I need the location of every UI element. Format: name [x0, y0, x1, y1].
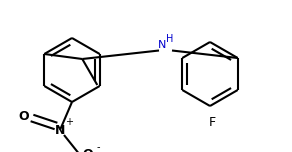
Text: N: N [55, 123, 65, 136]
Text: H: H [166, 35, 174, 45]
Text: O: O [19, 109, 29, 123]
Text: +: + [65, 117, 73, 127]
Text: O: O [83, 149, 93, 152]
Text: N: N [158, 40, 166, 50]
Text: -: - [96, 142, 100, 152]
Text: F: F [208, 116, 215, 129]
